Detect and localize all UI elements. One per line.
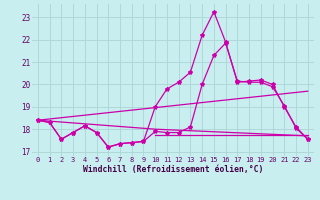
X-axis label: Windchill (Refroidissement éolien,°C): Windchill (Refroidissement éolien,°C)	[83, 165, 263, 174]
